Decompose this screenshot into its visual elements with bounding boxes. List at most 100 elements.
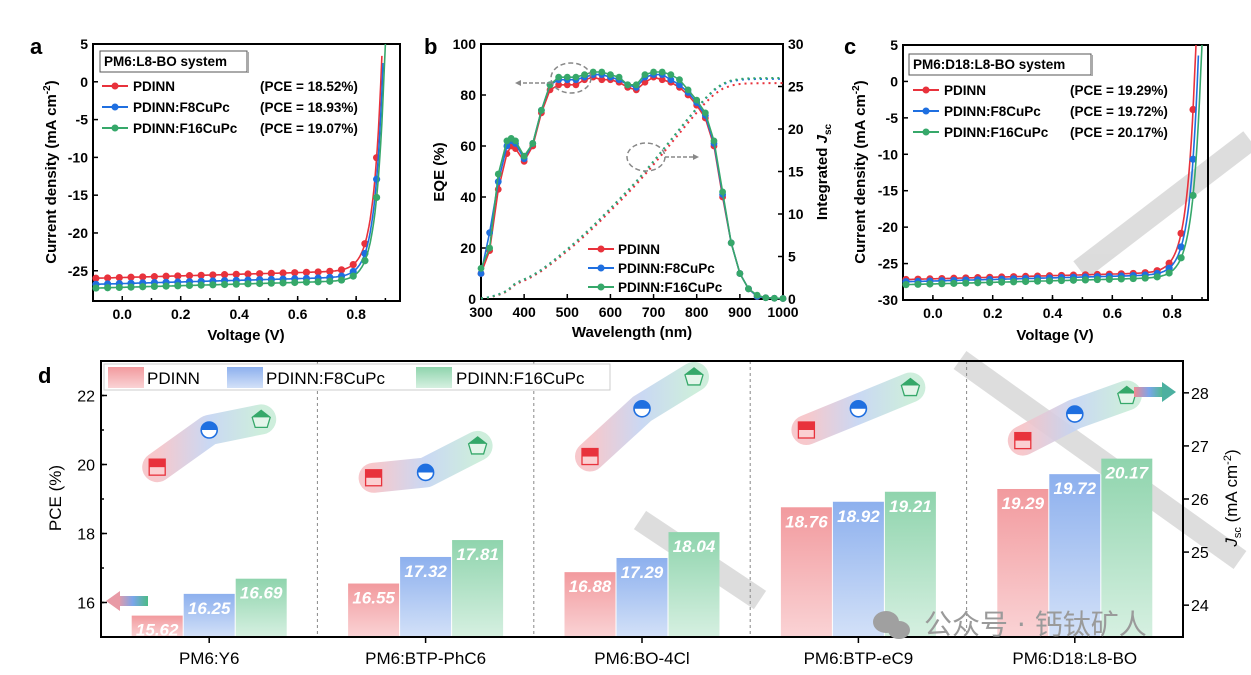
y-tick-label: -15 xyxy=(878,183,898,199)
legend-label: PDINN:F8CuPc xyxy=(618,261,715,276)
jv-point xyxy=(914,280,922,288)
eqe-point xyxy=(572,81,580,89)
eqe-point xyxy=(477,265,485,272)
jv-point xyxy=(1057,276,1066,285)
legend-title-c: PM6:D18:L8-BO system xyxy=(913,57,1065,72)
annotation-circle-jsc xyxy=(626,142,666,172)
y-tick-label: -10 xyxy=(68,149,88,165)
eqe-point xyxy=(676,76,683,84)
jv-point xyxy=(302,278,311,286)
jv-point xyxy=(232,270,240,278)
eqe-point xyxy=(684,86,692,94)
y2-tick-label: 0 xyxy=(788,291,796,307)
y2-axis-label-b: Integrated Jsc xyxy=(814,123,834,220)
square-marker xyxy=(797,421,816,439)
eqe-point xyxy=(581,71,588,78)
jv-point xyxy=(349,260,357,269)
bar-value-label: 15.62 xyxy=(136,621,179,640)
jv-point xyxy=(950,279,958,287)
y-axis-label-a: Current density (mA cm-2) xyxy=(42,80,60,263)
jv-point xyxy=(220,280,229,289)
legend-label: PDINN:F8CuPc xyxy=(266,369,386,388)
jv-point xyxy=(1177,229,1185,237)
jv-point xyxy=(1081,276,1090,284)
jv-point xyxy=(1093,275,1101,284)
legend-pce: (PCE = 20.17%) xyxy=(1070,125,1168,140)
jv-point xyxy=(267,269,275,277)
jv-point xyxy=(115,273,123,282)
y-tick-label: -5 xyxy=(76,112,89,128)
y-tick-label: -25 xyxy=(68,263,88,279)
bar xyxy=(452,540,504,637)
bar xyxy=(616,557,668,637)
y-tick-label: 22 xyxy=(77,389,95,406)
y-tick-label: 20 xyxy=(460,240,476,256)
eqe-point xyxy=(555,81,563,89)
bar xyxy=(997,488,1049,637)
eqe-point xyxy=(745,285,752,293)
eqe-point xyxy=(555,73,563,81)
jv-point xyxy=(256,270,264,278)
eqe-point xyxy=(512,137,519,145)
jv-point xyxy=(150,282,158,291)
jv-point xyxy=(1141,274,1149,282)
legend-label: PDINN:F16CuPc xyxy=(456,369,585,388)
jv-point xyxy=(314,268,322,276)
bar-value-label: 20.17 xyxy=(1105,464,1150,483)
legend-pce: (PCE = 18.93%) xyxy=(260,100,358,115)
y2-tick-label: 25 xyxy=(1191,545,1209,562)
eqe-point xyxy=(676,81,683,89)
eqe-point xyxy=(486,244,494,252)
square-marker xyxy=(364,469,383,487)
y-tick-label: 0 xyxy=(468,291,476,307)
y2-tick-label: 30 xyxy=(788,36,804,52)
legend-pce: (PCE = 19.72%) xyxy=(1070,104,1168,119)
jv-point xyxy=(974,279,982,287)
y-tick-label: 0 xyxy=(80,74,88,90)
legend-marker xyxy=(597,264,605,272)
pentagon-marker-top xyxy=(1117,386,1136,394)
eqe-point xyxy=(477,270,485,277)
jv-point xyxy=(938,280,946,288)
pentagon-marker xyxy=(900,377,921,397)
jv-point xyxy=(232,280,240,288)
jv-point xyxy=(1153,273,1161,281)
circle-marker-top xyxy=(201,422,218,430)
eqe-point xyxy=(624,81,632,89)
circle-marker xyxy=(633,399,651,418)
eqe-point xyxy=(529,140,537,147)
legend-pce: (PCE = 18.52%) xyxy=(260,79,358,94)
x-tick-label: PM6:D18:L8-BO xyxy=(1012,649,1137,668)
pentagon-marker-top xyxy=(468,436,487,444)
jv-point xyxy=(279,279,287,287)
x-tick-label: 0.4 xyxy=(229,306,249,322)
bar-value-label: 18.04 xyxy=(673,537,716,556)
wechat-icon xyxy=(873,611,910,639)
jv-point xyxy=(279,269,287,277)
circle-marker xyxy=(849,399,868,418)
jv-point xyxy=(162,272,170,280)
y2-tick-label: 24 xyxy=(1191,598,1209,615)
circle-marker xyxy=(200,421,218,439)
jv-point xyxy=(1069,276,1078,284)
eqe-point xyxy=(762,294,770,302)
annotation-circle-eqe xyxy=(550,62,592,94)
y-axis-label-d: PCE (%) xyxy=(46,465,65,531)
eqe-point xyxy=(667,71,675,78)
pentagon-marker-top xyxy=(685,367,703,375)
legend-label: PDINN:F8CuPc xyxy=(133,100,230,115)
jv-point xyxy=(962,279,970,287)
jv-point xyxy=(209,281,217,289)
x-tick-label: 0.0 xyxy=(113,306,133,322)
y2-tick-label: 10 xyxy=(788,206,804,222)
bar xyxy=(400,556,452,637)
pentagon-marker xyxy=(1117,385,1137,405)
jv-point xyxy=(1165,269,1173,277)
bar xyxy=(131,615,183,637)
y-tick-label: -15 xyxy=(68,187,88,203)
y-tick-label: -30 xyxy=(878,292,898,308)
x-tick-label: PM6:BTP-eC9 xyxy=(804,649,914,668)
circle-marker-top xyxy=(1066,406,1083,415)
bar-value-label: 17.32 xyxy=(404,562,447,581)
circle-marker xyxy=(1066,405,1084,423)
